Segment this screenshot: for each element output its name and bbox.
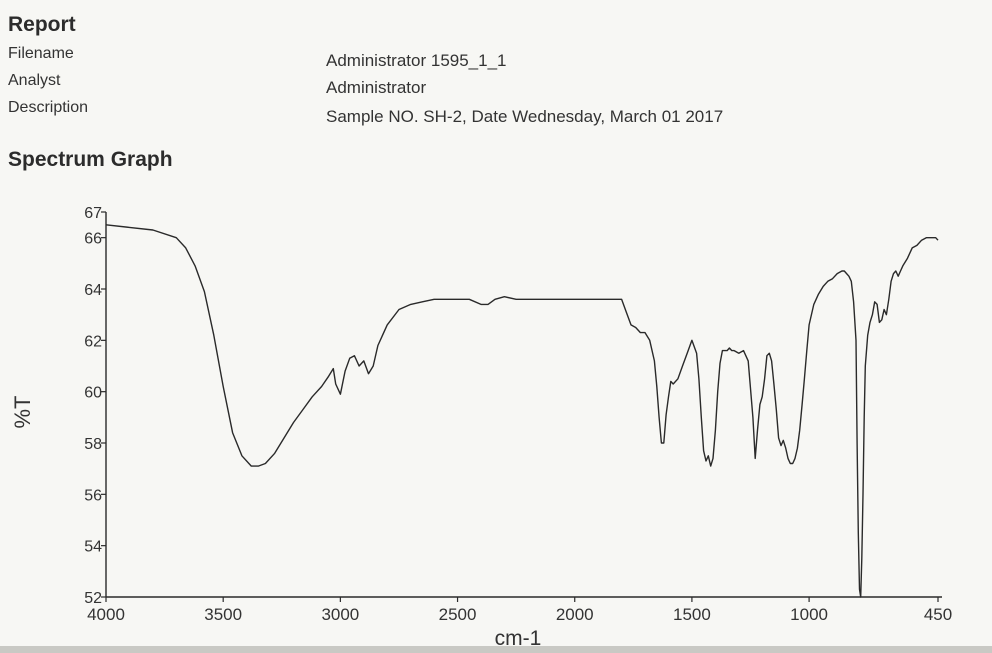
x-tick-label: 4000 [87, 605, 125, 624]
y-tick-label: 54 [84, 539, 102, 556]
x-tick-label: 1500 [673, 605, 711, 624]
report-title: Report [8, 13, 76, 36]
y-ticks: 52 54 56 58 60 62 64 66 67 [84, 205, 106, 607]
x-tick-label: 450 [924, 605, 952, 624]
analyst-value: Administrator [326, 78, 427, 97]
x-tick-label: 2000 [556, 605, 594, 624]
x-tick-label: 2500 [439, 605, 477, 624]
chart-axes [105, 212, 942, 598]
y-axis-label: %T [10, 396, 35, 429]
filename-value: Administrator 1595_1_1 [326, 51, 507, 70]
y-tick-label: 62 [84, 333, 102, 350]
y-tick-label: 56 [84, 487, 102, 504]
x-tick-label: 3500 [204, 605, 242, 624]
x-ticks: 4000 3500 3000 2500 2000 1500 1000 450 [87, 597, 952, 624]
spectrum-line [105, 224, 939, 598]
y-tick-label: 64 [84, 282, 102, 299]
x-tick-label: 3000 [321, 605, 359, 624]
y-tick-label: 52 [84, 590, 102, 607]
y-tick-label: 67 [84, 205, 102, 222]
x-tick-label: 1000 [790, 605, 828, 624]
description-value: Sample NO. SH-2, Date Wednesday, March 0… [326, 107, 724, 126]
section-title: Spectrum Graph [8, 148, 173, 171]
description-label: Description [8, 99, 89, 116]
bottom-edge [0, 646, 992, 653]
x-axis-label: cm-1 [495, 627, 542, 650]
y-tick-label: 66 [84, 231, 102, 248]
y-tick-label: 58 [84, 436, 102, 453]
y-tick-label: 60 [84, 385, 102, 402]
analyst-label: Analyst [8, 72, 61, 89]
filename-label: Filename [8, 45, 74, 62]
